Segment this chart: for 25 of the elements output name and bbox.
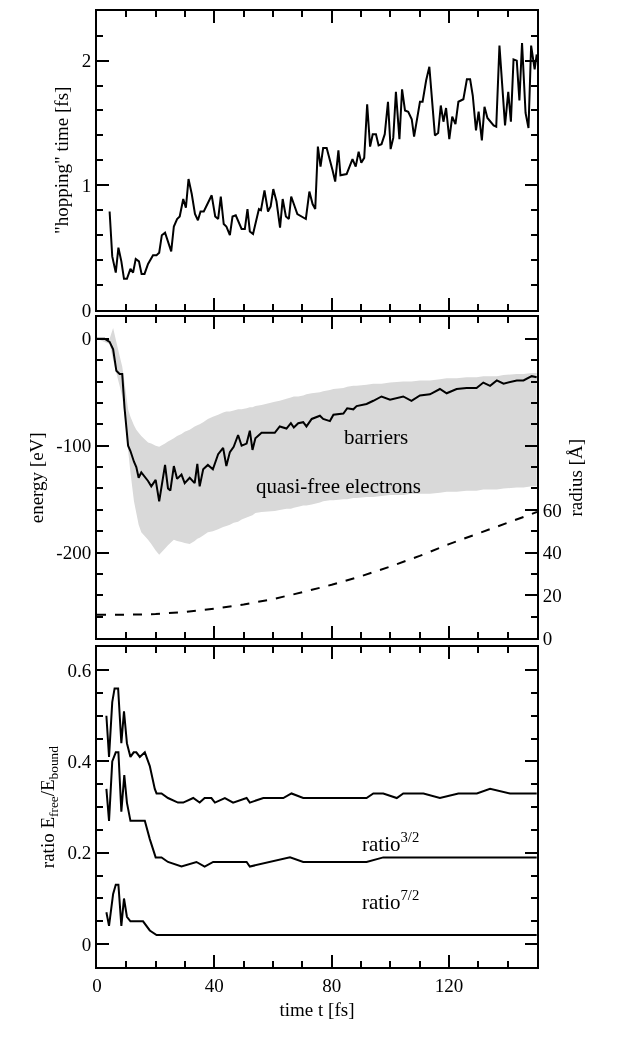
annotation: ratio$^{7/2}$ — [362, 887, 420, 914]
annotation: barriers — [344, 425, 409, 449]
y-tick-label: 2 — [81, 50, 92, 72]
x-tick-label: 40 — [204, 974, 224, 996]
y2-tick-label: 0 — [542, 627, 553, 649]
y-tick-label: 0.6 — [67, 659, 92, 681]
y-tick-label: 0.2 — [67, 842, 92, 864]
y2-tick-label: 20 — [542, 585, 562, 607]
x-tick-label: 80 — [322, 974, 342, 996]
y-tick-label: 0 — [81, 933, 92, 955]
y-tick-label: -200 — [56, 542, 92, 564]
y-tick-label: 1 — [81, 174, 92, 196]
y-tick-label: 0 — [81, 299, 92, 321]
y-axis-title: "hopping" time [fs] — [51, 86, 73, 235]
y2-tick-label: 60 — [542, 499, 562, 521]
y-tick-label: 0.4 — [67, 751, 92, 773]
y2-tick-label: 40 — [542, 542, 562, 564]
y2-axis-title: radius [Å] — [565, 439, 587, 517]
x-axis-title: time t [fs] — [279, 999, 355, 1021]
annotation: ratio$^{3/2}$ — [362, 829, 420, 856]
y-tick-label: 0 — [81, 328, 92, 350]
y-tick-label: -100 — [56, 435, 92, 457]
x-tick-label: 120 — [434, 974, 464, 996]
y-axis-title: energy [eV] — [25, 432, 47, 524]
annotation: quasi-free electrons — [256, 474, 421, 498]
